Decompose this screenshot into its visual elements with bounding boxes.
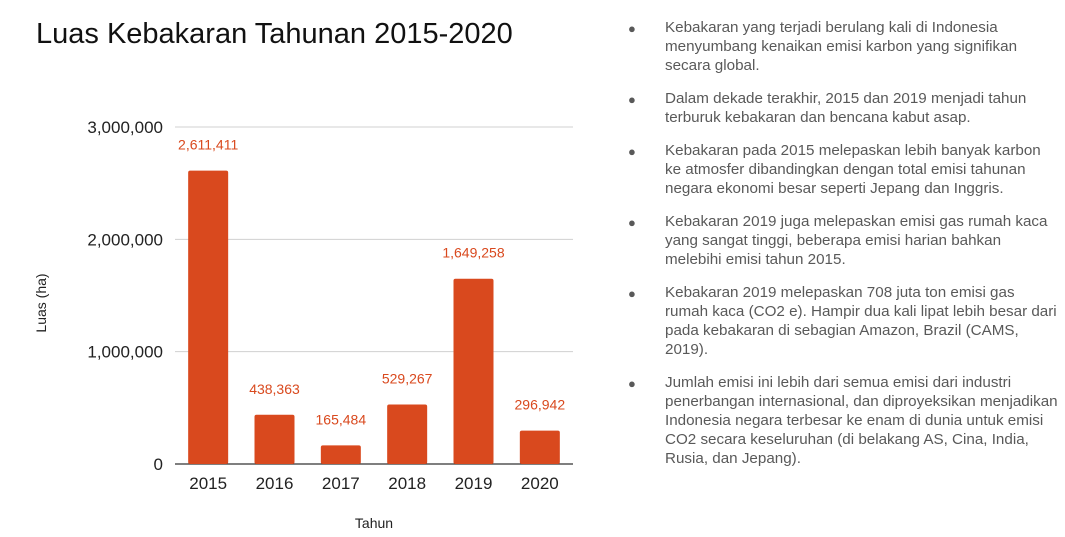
- bullet-item: ● Jumlah emisi ini lebih dari semua emisi…: [628, 373, 1058, 468]
- bar: [453, 278, 494, 464]
- bullet-text: Jumlah emisi ini lebih dari semua emisi …: [665, 374, 1058, 467]
- bullet-text: Dalam dekade terakhir, 2015 dan 2019 men…: [665, 90, 1027, 126]
- bar: [188, 170, 229, 465]
- data-label: 2,611,411: [178, 137, 238, 153]
- y-tick-label: 3,000,000: [87, 118, 163, 137]
- x-tick-label: 2017: [322, 474, 360, 493]
- y-tick-label: 1,000,000: [87, 343, 163, 362]
- bullet-dot-icon: ●: [628, 215, 636, 230]
- bar: [254, 414, 295, 464]
- bullet-text: Kebakaran pada 2015 melepaskan lebih ban…: [665, 142, 1041, 197]
- data-label: 438,363: [249, 381, 300, 397]
- x-tick-label: 2019: [455, 474, 493, 493]
- bullet-item: ● Dalam dekade terakhir, 2015 dan 2019 me…: [628, 89, 1058, 127]
- data-label: 296,942: [515, 397, 566, 413]
- x-tick-label: 2015: [189, 474, 227, 493]
- data-label: 1,649,258: [442, 245, 504, 261]
- chart-title: Luas Kebakaran Tahunan 2015-2020: [36, 18, 513, 50]
- bullet-dot-icon: ●: [628, 376, 636, 391]
- bar: [320, 445, 361, 464]
- bullet-item: ● Kebakaran 2019 juga melepaskan emisi ga…: [628, 212, 1058, 269]
- bullet-text: Kebakaran 2019 juga melepaskan emisi gas…: [665, 213, 1048, 268]
- y-tick-label: 2,000,000: [87, 230, 163, 249]
- bullet-item: ● Kebakaran pada 2015 melepaskan lebih ba…: [628, 141, 1058, 198]
- bullet-item: ● Kebakaran yang terjadi berulang kali di…: [628, 18, 1058, 75]
- bullet-dot-icon: ●: [628, 92, 636, 107]
- x-axis-title: Tahun: [355, 515, 393, 531]
- bullet-dot-icon: ●: [628, 286, 636, 301]
- bullet-list: ● Kebakaran yang terjadi berulang kali di…: [628, 18, 1058, 482]
- data-label: 529,267: [382, 371, 433, 387]
- bullet-text: Kebakaran 2019 melepaskan 708 juta ton e…: [665, 284, 1057, 358]
- y-tick-label: 0: [154, 455, 163, 474]
- x-tick-label: 2020: [521, 474, 559, 493]
- bar: [519, 430, 560, 464]
- bar: [387, 404, 428, 464]
- x-tick-label: 2016: [256, 474, 294, 493]
- bullet-dot-icon: ●: [628, 21, 636, 36]
- bullet-text: Kebakaran yang terjadi berulang kali di …: [665, 19, 1018, 74]
- bar-chart: 0 1,000,000 2,000,000 3,000,000 2,611,411 201…: [33, 118, 573, 531]
- bullet-item: ● Kebakaran 2019 melepaskan 708 juta ton …: [628, 283, 1058, 359]
- x-tick-label: 2018: [388, 474, 426, 493]
- bullet-dot-icon: ●: [628, 144, 636, 159]
- y-axis-title: Luas (ha): [33, 273, 49, 332]
- data-label: 165,484: [316, 411, 367, 427]
